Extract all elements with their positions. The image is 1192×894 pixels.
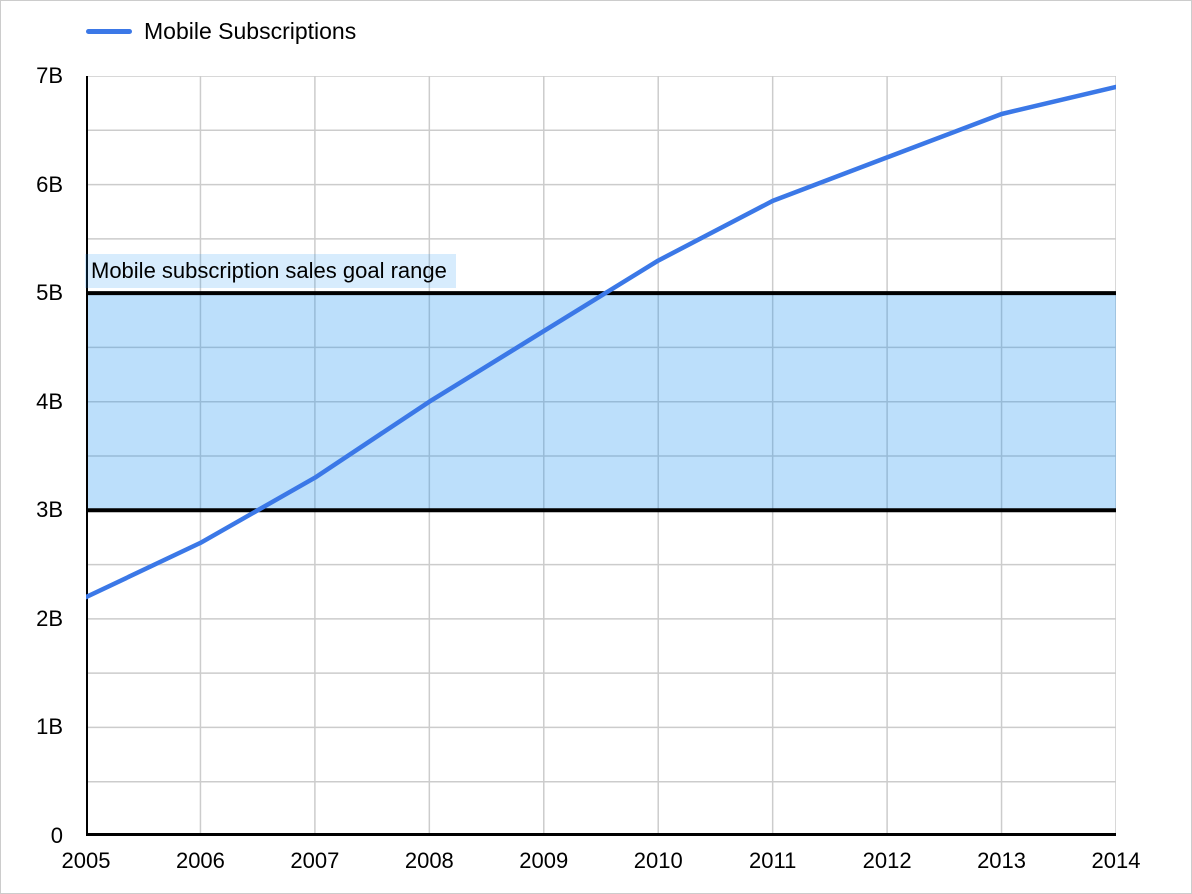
x-axis-tick-label: 2013 bbox=[977, 848, 1027, 873]
x-axis-tick-label: 2010 bbox=[633, 848, 683, 873]
y-axis-tick-label: 2B bbox=[36, 605, 63, 631]
legend-label: Mobile Subscriptions bbox=[144, 17, 357, 44]
x-axis-tick-label: 2006 bbox=[175, 848, 225, 873]
x-axis-tick-label: 2014 bbox=[1091, 848, 1141, 873]
x-axis-tick-label: 2009 bbox=[519, 848, 569, 873]
y-axis-tick-label: 7B bbox=[36, 63, 63, 88]
goal-band bbox=[86, 293, 1116, 511]
legend-line-swatch bbox=[86, 28, 132, 34]
y-axis-tick-label: 6B bbox=[36, 171, 63, 197]
goal-range-annotation: Mobile subscription sales goal range bbox=[85, 254, 456, 288]
plot-area bbox=[86, 76, 1116, 836]
y-axis-tick-label: 1B bbox=[36, 714, 63, 740]
x-axis-tick-label: 2008 bbox=[404, 848, 454, 873]
x-axis-tick-label: 2005 bbox=[61, 848, 111, 873]
x-axis-tick-label: 2011 bbox=[749, 848, 797, 873]
y-axis-tick-label: 4B bbox=[36, 388, 63, 414]
plot-svg bbox=[86, 76, 1116, 836]
legend: Mobile Subscriptions bbox=[86, 17, 356, 45]
mobile-subscriptions-line bbox=[86, 84, 1116, 600]
y-axis-tick-label: 0 bbox=[50, 823, 63, 848]
y-axis-tick-label: 3B bbox=[36, 497, 63, 523]
x-axis-tick-label: 2007 bbox=[290, 848, 340, 873]
x-axis-tick-label: 2012 bbox=[862, 848, 912, 873]
y-axis-tick-label: 5B bbox=[36, 280, 63, 306]
